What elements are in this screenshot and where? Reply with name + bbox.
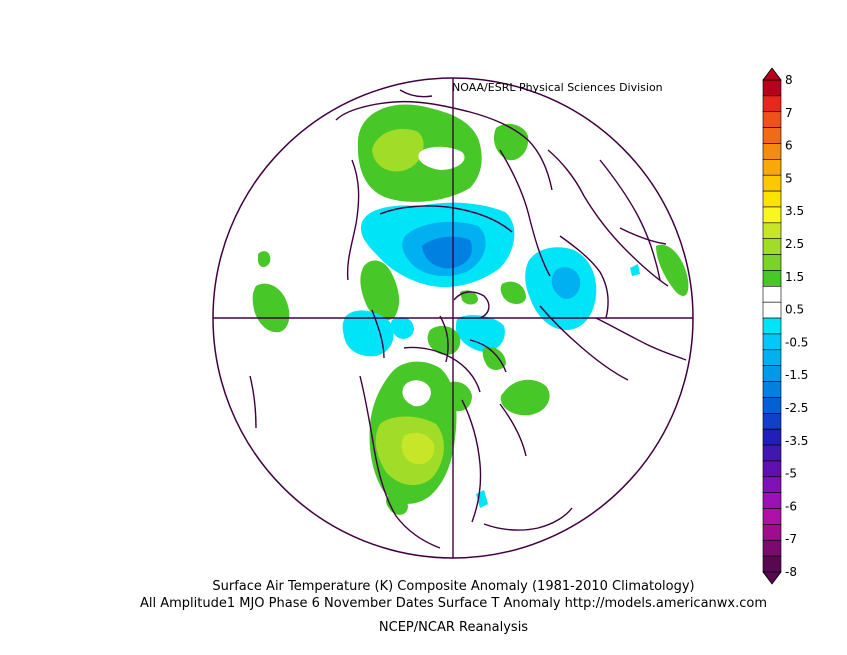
anomaly-warm-small-3 <box>482 346 506 370</box>
anomaly-warm-small-1 <box>500 281 526 304</box>
anomaly-warm-baja <box>385 493 408 515</box>
colorbar-tick-label: 0.5 <box>785 303 804 317</box>
colorbar-tick-label: 6 <box>785 139 793 153</box>
map-source: NCEP/NCAR Reanalysis <box>378 620 529 635</box>
anomaly-cold-europe-mid <box>551 267 581 299</box>
anomaly-cold-baffin-2 <box>390 317 414 339</box>
map-title: Surface Air Temperature (K) Composite An… <box>212 579 695 594</box>
colorbar-segment <box>762 412 782 430</box>
colorbar-segment <box>762 444 782 462</box>
colorbar-tick-label: 1.5 <box>785 270 804 284</box>
anomaly-warm-east-canada <box>442 381 472 412</box>
anomaly-warm-greenland <box>360 260 400 321</box>
colorbar-segment <box>762 397 782 414</box>
colorbar-tick-label: -2.5 <box>785 401 808 415</box>
colorbar-segment <box>762 460 782 478</box>
anomaly-warm-canada <box>427 325 461 356</box>
colorbar-segment <box>762 286 782 303</box>
colorbar-segment <box>762 174 782 192</box>
colorbar-tick-label: -5 <box>785 467 797 481</box>
colorbar-tick-label: -0.5 <box>785 335 808 349</box>
colorbar-segment <box>762 301 782 319</box>
colorbar-tick-label: 8 <box>785 73 793 87</box>
anomaly-warm-east <box>656 244 689 296</box>
colorbar-segment <box>762 428 782 446</box>
anomaly-neutral-ca <box>402 380 431 407</box>
anomaly-cold-canada <box>456 315 505 352</box>
colorbar-segment <box>762 381 782 398</box>
colorbar-segment <box>762 539 782 557</box>
anomaly-cold-small <box>630 264 640 276</box>
colorbar-segment <box>762 79 782 97</box>
anomaly-warm-pacific-1 <box>252 283 290 333</box>
credit-label: NOAA/ESRL Physical Sciences Division <box>452 81 663 94</box>
colorbar-tick-label: -8 <box>785 565 797 579</box>
colorbar-tick-label: 7 <box>785 106 793 120</box>
colorbar-segment <box>762 317 782 335</box>
coastlines <box>249 89 687 549</box>
anomaly-warm-pacific-2 <box>258 251 271 268</box>
colorbar-segment <box>762 143 782 160</box>
colorbar-max-arrow <box>762 67 782 81</box>
colorbar-segment <box>762 492 782 509</box>
colorbar-segment <box>762 476 782 493</box>
colorbar-segment <box>762 159 782 176</box>
colorbar-tick-label: 5 <box>785 171 793 185</box>
colorbar-tick-label: -1.5 <box>785 368 808 382</box>
colorbar-segment <box>762 238 782 255</box>
colorbar-tick-label: -3.5 <box>785 434 808 448</box>
colorbar-segment <box>762 555 782 573</box>
map-subtitle: All Amplitude1 MJO Phase 6 November Date… <box>139 596 768 611</box>
colorbar-segment <box>762 270 782 287</box>
colorbar-tick-label: 3.5 <box>785 204 804 218</box>
colorbar-segment <box>762 190 782 208</box>
colorbar-segment <box>762 127 782 144</box>
colorbar: 8 7 6 5 3.5 2.5 1.5 0.5 -0.5 -1.5 -2.5 -3.5 -5 -6 -7 -8 <box>762 67 808 585</box>
colorbar-segment <box>762 206 782 224</box>
colorbar-segment <box>762 349 782 366</box>
anomaly-warm-namerica-strong <box>401 432 435 465</box>
colorbar-segment <box>762 333 782 351</box>
anomaly-cold-arctic-strong <box>422 236 472 269</box>
colorbar-tick-label: -6 <box>785 499 797 513</box>
colorbar-min-arrow <box>762 571 782 585</box>
colorbar-segment <box>762 524 782 541</box>
anomaly-warm-atlantic <box>500 379 550 416</box>
colorbar-segment <box>762 111 782 128</box>
colorbar-segment <box>762 365 782 382</box>
colorbar-tick-label: 2.5 <box>785 237 804 251</box>
colorbar-segment <box>762 222 782 240</box>
colorbar-segment <box>762 95 782 113</box>
anomaly-warm-siberia-mid <box>372 128 424 172</box>
anomaly-cold-baffin <box>342 310 394 357</box>
colorbar-segment <box>762 508 782 525</box>
colorbar-tick-label: -7 <box>785 532 797 546</box>
anomaly-warm-small-2 <box>460 290 478 305</box>
colorbar-segment <box>762 254 782 271</box>
